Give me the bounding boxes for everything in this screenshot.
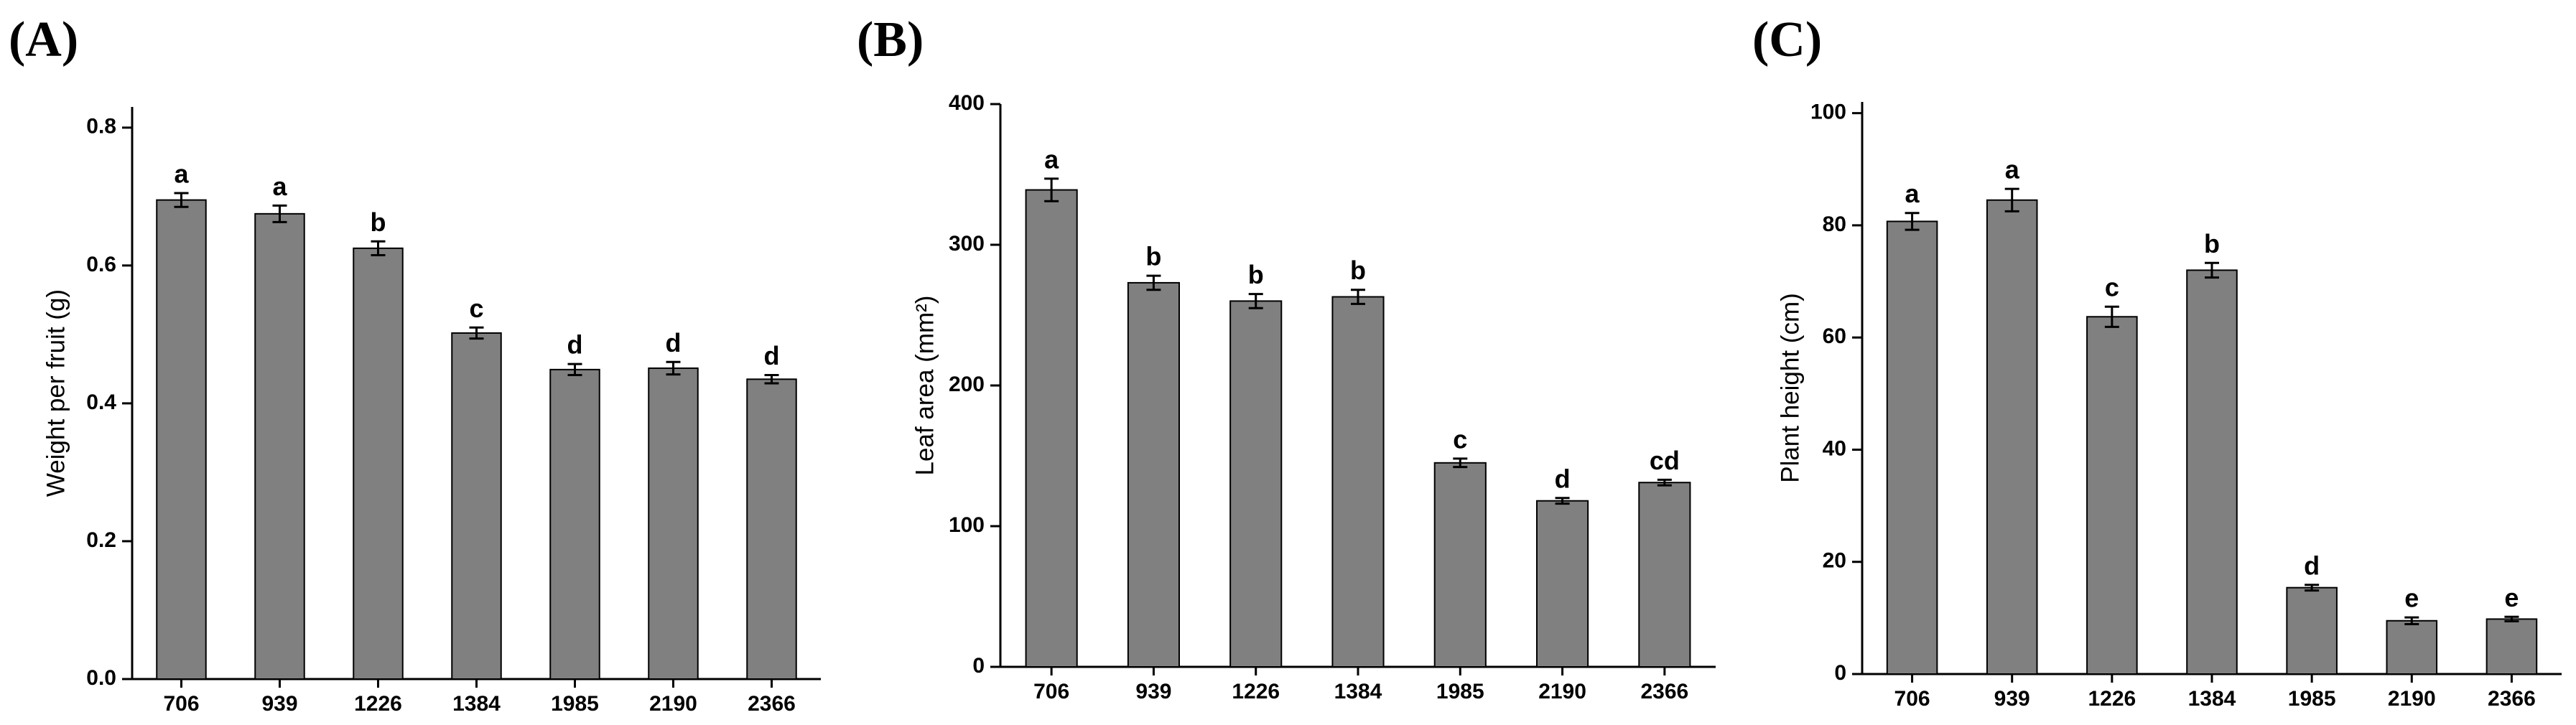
bar — [2086, 316, 2138, 675]
y-tick-label: 100 — [949, 513, 985, 537]
y-tick-label: 400 — [949, 91, 985, 115]
bar — [2286, 586, 2338, 675]
x-tick-label: 1384 — [452, 692, 501, 716]
x-tick-label: 1226 — [1232, 680, 1280, 703]
significance-label: a — [2005, 155, 2020, 184]
x-tick-label: 706 — [1033, 680, 1069, 703]
x-tick-label: 706 — [163, 692, 199, 716]
y-tick-label: 0.4 — [86, 390, 116, 414]
significance-label: b — [371, 207, 386, 237]
significance-label: d — [1555, 464, 1571, 493]
x-tick-label: 939 — [261, 692, 297, 716]
bar — [2486, 618, 2538, 675]
x-tick-label: 2366 — [748, 692, 796, 716]
significance-label: d — [666, 328, 682, 357]
y-tick-label: 0.6 — [86, 253, 116, 276]
bar — [451, 332, 502, 680]
bar — [353, 247, 404, 680]
significance-label: d — [567, 330, 583, 360]
y-tick-label: 0 — [1834, 661, 1846, 685]
x-tick-label: 2190 — [2388, 687, 2436, 711]
bar — [1331, 296, 1385, 668]
significance-label: b — [1350, 256, 1366, 285]
x-tick-label: 2190 — [649, 692, 697, 716]
significance-label: c — [2105, 273, 2119, 302]
y-tick-label: 0.2 — [86, 528, 116, 552]
y-tick-label: 60 — [1823, 324, 1846, 348]
panel-label: (C) — [1752, 12, 1822, 67]
y-tick-label: 200 — [949, 373, 985, 396]
bar — [1127, 281, 1181, 668]
y-tick-label: 100 — [1810, 100, 1846, 124]
significance-label: b — [1145, 242, 1161, 271]
significance-label: a — [272, 172, 287, 201]
y-tick-label: 0 — [972, 654, 985, 678]
y-tick-label: 300 — [949, 232, 985, 256]
significance-label: a — [1044, 144, 1059, 174]
x-tick-label: 1985 — [2288, 687, 2336, 711]
bar — [2386, 619, 2438, 675]
bar — [746, 378, 797, 680]
x-tick-label: 939 — [1135, 680, 1171, 703]
y-tick-label: 0.0 — [86, 666, 116, 690]
x-tick-label: 2366 — [2488, 687, 2536, 711]
y-axis-label: Weight per fruit (g) — [42, 289, 70, 497]
x-tick-label: 1384 — [2188, 687, 2236, 711]
y-axis-label: Leaf area (mm²) — [911, 296, 939, 476]
significance-label: e — [2404, 584, 2419, 613]
significance-label: d — [764, 341, 780, 370]
x-tick-label: 2190 — [1538, 680, 1586, 703]
bar — [549, 368, 600, 680]
x-tick-label: 939 — [1994, 687, 2030, 711]
y-axis-label: Plant height (cm) — [1776, 293, 1804, 483]
bar — [1433, 462, 1487, 668]
bar — [1886, 220, 1938, 675]
x-tick-label: 706 — [1894, 687, 1930, 711]
bar — [254, 212, 305, 680]
significance-label: cd — [1650, 446, 1680, 475]
significance-label: c — [1453, 424, 1467, 454]
significance-label: b — [2204, 229, 2220, 258]
bar — [156, 199, 207, 680]
bar — [1638, 482, 1691, 668]
x-tick-label: 1226 — [2088, 687, 2136, 711]
x-tick-label: 1384 — [1334, 680, 1382, 703]
significance-label: c — [469, 294, 483, 323]
significance-label: a — [1905, 179, 1920, 208]
y-tick-label: 20 — [1823, 549, 1846, 573]
bar — [648, 367, 699, 680]
x-tick-label: 1985 — [551, 692, 599, 716]
x-tick-label: 1226 — [354, 692, 402, 716]
x-tick-label: 2366 — [1640, 680, 1688, 703]
panel-label: (B) — [857, 12, 924, 67]
significance-label: d — [2304, 551, 2320, 580]
y-tick-label: 40 — [1823, 436, 1846, 460]
panel-label: (A) — [9, 12, 78, 67]
significance-label: b — [1248, 260, 1264, 289]
bar — [1229, 300, 1283, 668]
significance-label: e — [2504, 583, 2519, 612]
x-tick-label: 1985 — [1436, 680, 1484, 703]
y-tick-label: 80 — [1823, 212, 1846, 236]
y-tick-label: 0.8 — [86, 115, 116, 139]
bar — [1986, 199, 2038, 675]
bar — [1536, 500, 1589, 668]
bar — [2186, 269, 2238, 675]
significance-label: a — [174, 159, 189, 189]
bar — [1025, 189, 1078, 668]
